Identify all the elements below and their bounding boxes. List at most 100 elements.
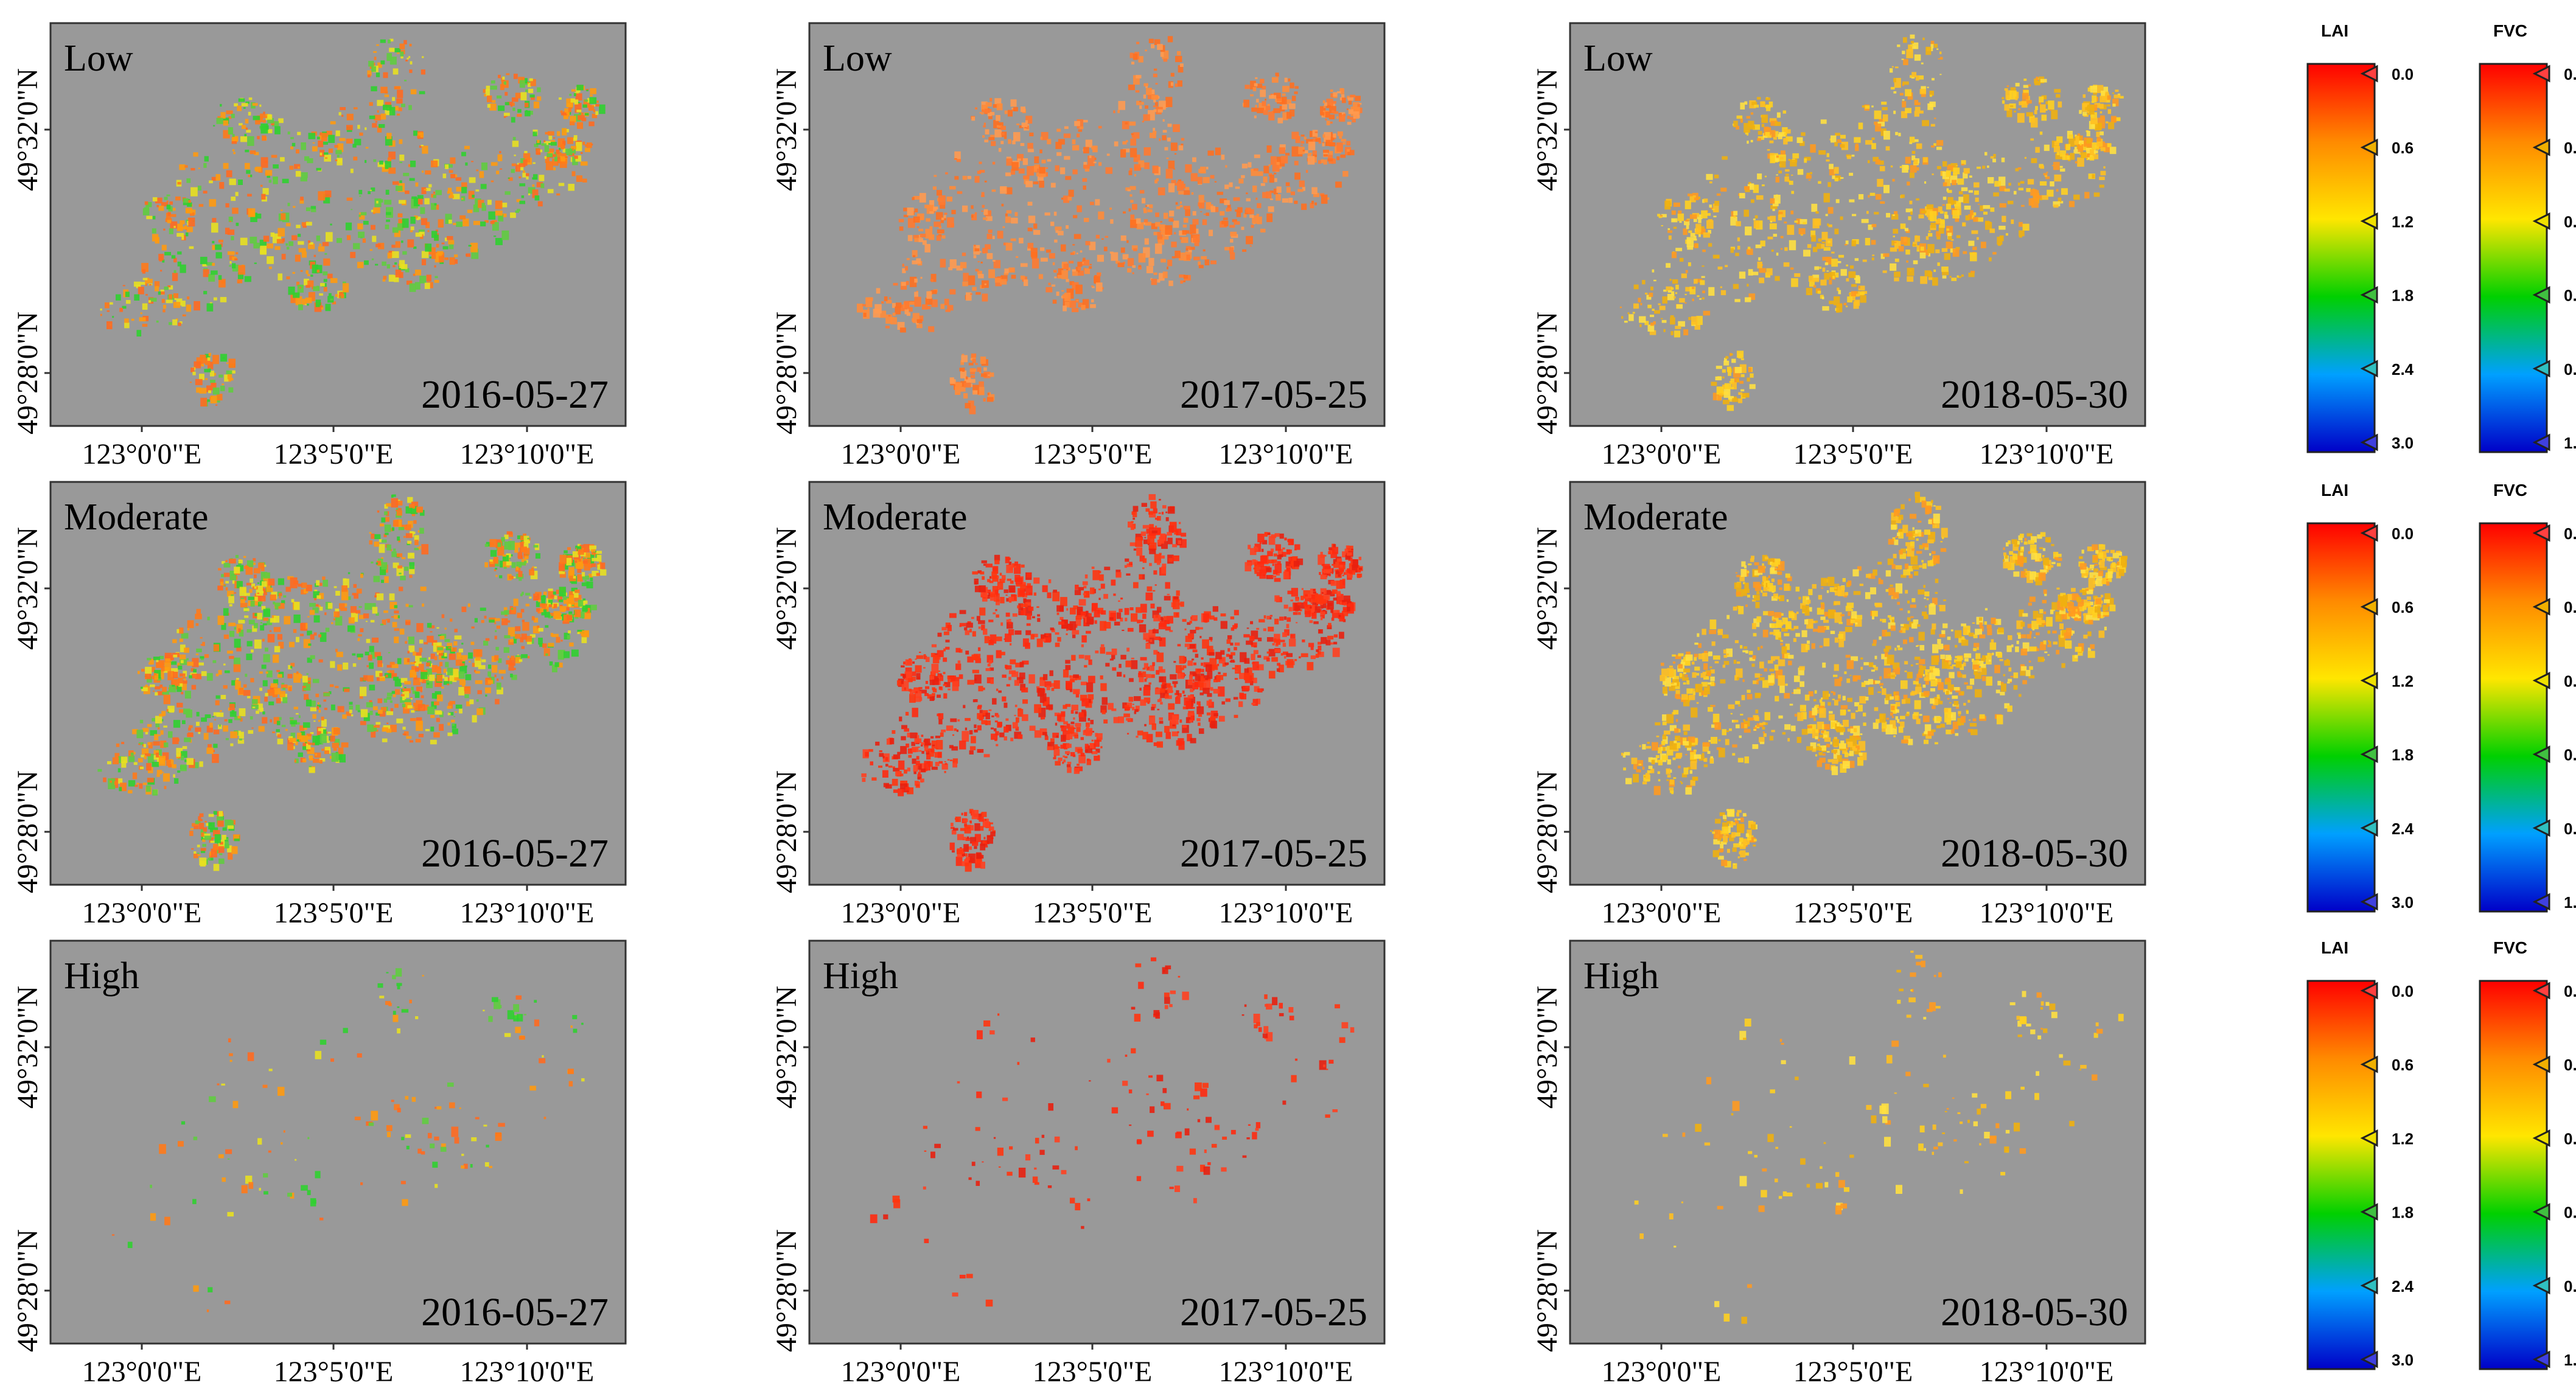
map-background <box>808 940 1386 1345</box>
colorbar-marker-icon <box>2532 981 2550 1000</box>
colorbar-tick-label: 0.6 <box>2392 598 2414 616</box>
colorbar-gradient <box>2479 63 2548 453</box>
colorbar-marker-icon <box>2532 138 2550 156</box>
colorbar-gradient <box>2306 980 2376 1370</box>
colorbar-tick-label: 0.2 <box>2564 139 2576 157</box>
colorbar-title: FVC <box>2493 938 2527 957</box>
colorbar-tick-label: 0.0 <box>2392 525 2414 543</box>
colorbar-marker-icon <box>2360 1277 2378 1295</box>
x-tick-label: 123°10'0"E <box>460 1356 595 1388</box>
y-tick-label: 49°32'0"N <box>12 986 44 1109</box>
colorbar-title: LAI <box>2321 481 2348 500</box>
x-tick-label: 123°10'0"E <box>1219 897 1353 929</box>
colorbar-tick-label: 0.6 <box>2392 1056 2414 1074</box>
colorbar-tick-label: 0.0 <box>2564 982 2576 1000</box>
map-background <box>1569 22 2146 427</box>
map-panels: Low 2016-05-27 123°0'0"E 123°5'0"E 123°10'0"… <box>12 22 2146 1388</box>
colorbar-lai: LAI 0.0 0.6 1.2 1.8 2.4 3.0 <box>2306 21 2414 453</box>
map-panel-moderate-2018-05-30: Moderate 2018-05-30 123°0'0"E 123°5'0"E 123°… <box>1531 481 2146 929</box>
colorbar-marker-icon <box>2532 524 2550 542</box>
colorbar-marker-icon <box>2532 598 2550 616</box>
colorbar-marker-icon <box>2360 1129 2378 1147</box>
colorbar-legends: LAI 0.0 0.6 1.2 1.8 2.4 3.0 FVC 0.0 0.2 0.4 0.6 0.8 1… <box>2306 21 2576 1370</box>
colorbar-tick-label: 0.4 <box>2564 212 2576 231</box>
colorbar-marker-icon <box>2360 138 2378 156</box>
y-tick-label: 49°32'0"N <box>12 527 44 650</box>
colorbar-marker-icon <box>2532 360 2550 378</box>
colorbar-tick-label: 0.6 <box>2564 1204 2576 1222</box>
colorbar-marker-icon <box>2360 1203 2378 1221</box>
colorbar-marker-icon <box>2532 286 2550 304</box>
colorbar-tick-label: 0.6 <box>2564 746 2576 764</box>
colorbar-tick-label: 0.8 <box>2564 1277 2576 1295</box>
severity-label: High <box>823 955 898 997</box>
colorbar-tick-label: 1.2 <box>2392 212 2414 231</box>
burned-area-pixels <box>870 957 1355 1307</box>
burned-area-pixels <box>100 38 606 407</box>
colorbar-fvc: FVC 0.0 0.2 0.4 0.6 0.8 1.0 <box>2479 21 2576 453</box>
colorbar-marker-icon <box>2532 1350 2550 1368</box>
x-tick-label: 123°5'0"E <box>274 897 394 929</box>
colorbar-tick-label: 1.0 <box>2564 434 2576 452</box>
colorbar-tick-label: 0.4 <box>2564 672 2576 690</box>
y-tick-label: 49°32'0"N <box>770 527 803 650</box>
severity-label: High <box>64 955 139 997</box>
colorbar-tick-label: 3.0 <box>2392 1351 2414 1369</box>
date-label: 2016-05-27 <box>421 831 609 876</box>
x-tick-label: 123°0'0"E <box>82 1356 202 1388</box>
severity-label: High <box>1583 955 1659 997</box>
y-tick-label: 49°28'0"N <box>770 312 803 434</box>
y-tick-label: 49°28'0"N <box>12 770 44 893</box>
x-tick-label: 123°0'0"E <box>1602 438 1722 470</box>
date-label: 2017-05-25 <box>1180 372 1367 417</box>
burned-area-pixels <box>861 494 1363 872</box>
colorbar-tick-label: 0.6 <box>2392 139 2414 157</box>
y-tick-label: 49°32'0"N <box>1531 527 1563 650</box>
map-background <box>49 940 627 1345</box>
colorbar-marker-icon <box>2532 893 2550 911</box>
date-label: 2018-05-30 <box>1941 831 2128 876</box>
x-tick-label: 123°10'0"E <box>1980 438 2114 470</box>
x-tick-label: 123°10'0"E <box>1980 1356 2114 1388</box>
y-tick-label: 49°32'0"N <box>770 986 803 1109</box>
colorbar-tick-label: 0.0 <box>2392 982 2414 1000</box>
colorbar-tick-label: 0.6 <box>2564 287 2576 305</box>
severity-label: Moderate <box>1583 497 1728 538</box>
colorbar-tick-label: 1.8 <box>2392 287 2414 305</box>
x-tick-label: 123°5'0"E <box>274 438 394 470</box>
y-tick-label: 49°28'0"N <box>1531 1229 1563 1352</box>
colorbar-tick-label: 0.0 <box>2564 525 2576 543</box>
colorbar-title: FVC <box>2493 21 2527 40</box>
date-label: 2018-05-30 <box>1941 1290 2128 1334</box>
colorbar-fvc: FVC 0.0 0.2 0.4 0.6 0.8 1.0 <box>2479 481 2576 913</box>
colorbar-gradient <box>2306 63 2376 453</box>
x-tick-label: 123°10'0"E <box>460 897 595 929</box>
y-tick-label: 49°28'0"N <box>1531 312 1563 434</box>
colorbar-tick-label: 2.4 <box>2392 1277 2414 1295</box>
map-panel-moderate-2017-05-25: Moderate 2017-05-25 123°0'0"E 123°5'0"E 123°… <box>770 481 1386 929</box>
colorbar-tick-label: 0.4 <box>2564 1129 2576 1148</box>
x-tick-label: 123°5'0"E <box>1033 438 1153 470</box>
map-background <box>49 481 627 886</box>
x-tick-label: 123°10'0"E <box>460 438 595 470</box>
colorbar-marker-icon <box>2360 1055 2378 1073</box>
burned-area-pixels <box>1621 492 2128 869</box>
map-background <box>1569 481 2146 886</box>
date-label: 2016-05-27 <box>421 372 609 417</box>
severity-label: Low <box>1583 38 1653 79</box>
colorbar-tick-label: 1.2 <box>2392 672 2414 690</box>
burned-area-pixels <box>111 968 585 1313</box>
x-tick-label: 123°0'0"E <box>1602 897 1722 929</box>
y-tick-label: 49°32'0"N <box>1531 986 1563 1109</box>
map-panel-moderate-2016-05-27: Moderate 2016-05-27 123°0'0"E 123°5'0"E 123°… <box>12 481 627 929</box>
date-label: 2017-05-25 <box>1180 1290 1367 1334</box>
x-tick-label: 123°0'0"E <box>82 897 202 929</box>
colorbar-tick-label: 1.0 <box>2564 893 2576 912</box>
date-label: 2016-05-27 <box>421 1290 609 1334</box>
colorbar-lai: LAI 0.0 0.6 1.2 1.8 2.4 3.0 <box>2306 481 2414 913</box>
colorbar-marker-icon <box>2532 1055 2550 1073</box>
colorbar-tick-label: 0.2 <box>2564 1056 2576 1074</box>
y-tick-label: 49°28'0"N <box>770 1229 803 1352</box>
date-label: 2018-05-30 <box>1941 372 2128 417</box>
colorbar-marker-icon <box>2360 286 2378 304</box>
